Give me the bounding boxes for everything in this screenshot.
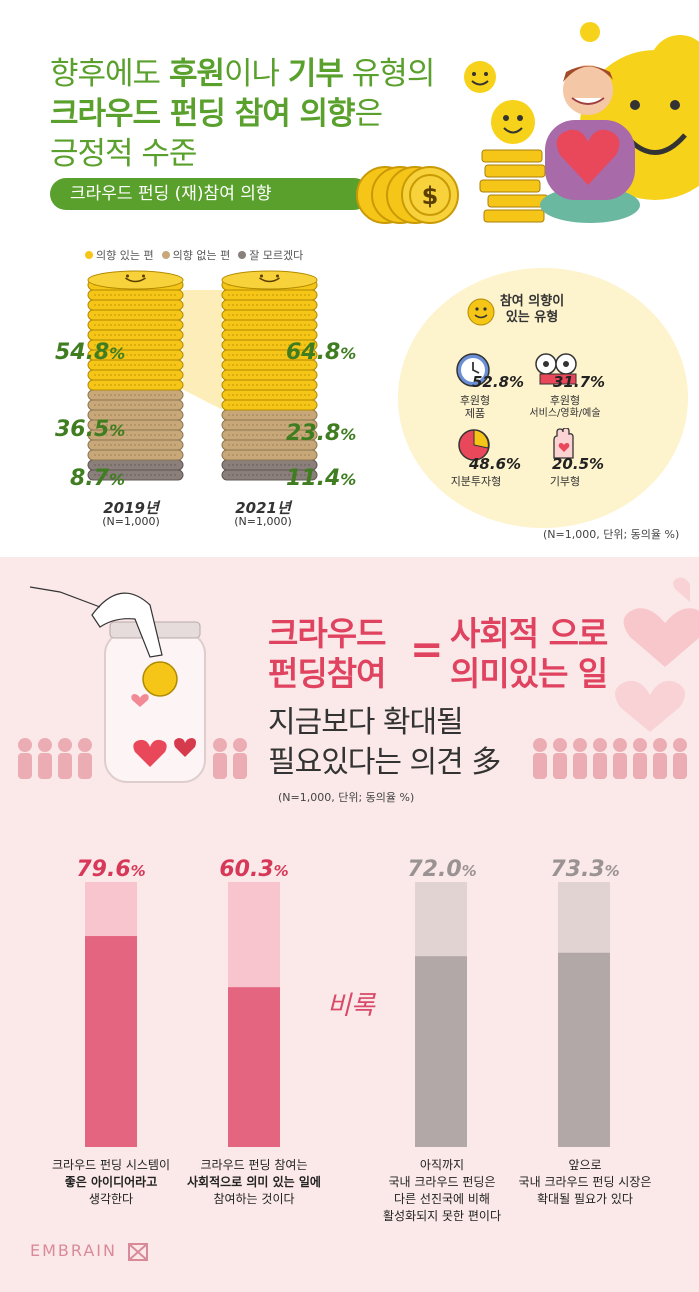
bar-caption-2: 크라우드 펀딩 참여는 사회적으로 의미 있는 일에 참여하는 것이다	[187, 1158, 321, 1206]
participation-type-circle	[398, 268, 688, 528]
pct-2019-no: 36.5%	[55, 417, 126, 442]
headline-pink-left-1: 크라우드	[268, 614, 386, 653]
stack-segment	[87, 279, 184, 391]
type-pct-donation: 20.5%	[552, 455, 605, 473]
stack-segment	[221, 409, 318, 461]
year-2019-n: (N=1,000)	[102, 515, 160, 528]
type-pct-equity: 48.6%	[469, 455, 522, 473]
top-section: 향후에도 후원이나 기부 유형의 크라우드 펀딩 참여 의향은 긍정적 수준 크…	[0, 0, 699, 557]
note-sample-size-bottom: (N=1,000, 단위; 동의율 %)	[278, 791, 415, 804]
headline-pink-right-2: 의미있는 일	[450, 654, 608, 693]
stack-segment	[87, 389, 184, 461]
bar-pct-4: 73.3%	[550, 857, 620, 882]
headline-pink-left-2: 펀딩참여	[268, 654, 386, 693]
type-label-product: 후원형 제품	[459, 394, 491, 420]
bottom-section: 크라우드 펀딩참여 = 사회적 으로 의미있는 일 지금보다 확대될 필요있다는…	[0, 557, 699, 1292]
coin-eye	[126, 274, 129, 278]
person-smiley-illustration	[464, 22, 699, 223]
title-line-2: 크라우드 펀딩 참여 의향은	[50, 96, 383, 132]
bar-caption-3: 아직까지 국내 크라우드 펀딩은 다른 선진국에 비해 활성화되지 못한 편이다	[382, 1158, 502, 1223]
contrast-note-biruk: 비록	[327, 991, 375, 1021]
bar-pct-2: 60.3%	[219, 857, 289, 882]
year-2021-label: 2021년	[235, 499, 291, 517]
connector-band	[183, 290, 222, 410]
type-pct-product: 52.8%	[472, 373, 525, 391]
section-pill-label: 크라우드 펀딩 (재)참여 의향	[50, 178, 370, 210]
bar	[85, 936, 137, 1147]
coin-smile	[259, 277, 280, 283]
bar-pct-3: 72.0%	[407, 857, 477, 882]
stack-segment	[221, 459, 318, 481]
coin-eye	[142, 274, 145, 278]
bar-group	[228, 882, 280, 1147]
legend-item: 잘 모르겠다	[238, 247, 303, 263]
headline-dark-2: 필요있다는 의견 多	[268, 745, 501, 780]
pct-2019-unsure: 8.7%	[70, 466, 126, 491]
smiley-icon	[467, 298, 495, 326]
bar-group	[558, 882, 610, 1147]
chart-legend: 의향 있는 편 의향 없는 편 잘 모르겠다	[85, 247, 303, 263]
coin-top-face	[87, 270, 184, 290]
year-2021-n: (N=1,000)	[234, 515, 292, 528]
coin-eye	[260, 274, 263, 278]
pct-2021-unsure: 11.4%	[286, 466, 357, 491]
legend-swatch	[85, 251, 93, 259]
agreement-bar-chart	[85, 882, 610, 1147]
coin-top-face	[221, 270, 318, 290]
type-pct-service: 31.7%	[553, 373, 606, 391]
stack-segment	[87, 459, 184, 481]
bar-pct-1: 79.6%	[76, 857, 146, 882]
legend-item: 의향 있는 편	[85, 247, 154, 263]
pct-2021-yes: 64.8%	[286, 340, 357, 365]
coin-stack	[221, 270, 318, 481]
logo-mark-icon	[128, 1242, 149, 1261]
coin-smile	[125, 277, 146, 283]
note-sample-size-top: (N=1,000, 단위; 동의율 %)	[543, 528, 680, 541]
year-2019-label: 2019년	[103, 499, 159, 517]
embrain-logo: EMBRAIN	[30, 1241, 149, 1261]
pct-2019-yes: 54.8%	[55, 340, 126, 365]
circle-title: 참여 의향이 있는 유형	[499, 294, 565, 325]
type-label-equity: 지분투자형	[450, 475, 502, 488]
bar-group	[415, 882, 467, 1147]
gold-coins-icon: $	[356, 166, 459, 224]
film-reel-icon	[535, 353, 577, 385]
legend-swatch	[238, 251, 247, 259]
coin-stack-chart	[87, 270, 318, 481]
equals-sign: =	[410, 627, 444, 673]
coin-stack	[87, 270, 184, 481]
title-line-1: 향후에도 후원이나 기부 유형의	[50, 56, 435, 92]
pie-chart-icon	[458, 429, 490, 461]
heart-hand-icon	[553, 428, 574, 459]
bar	[228, 987, 280, 1147]
background-decoration	[18, 577, 699, 783]
title-line-3: 긍정적 수준	[50, 136, 197, 172]
bar-caption-4: 앞으로 국내 크라우드 펀딩 시장은 확대될 필요가 있다	[518, 1158, 652, 1206]
type-label-service: 후원형 서비스/영화/예술	[529, 394, 601, 419]
bar-caption-1: 크라우드 펀딩 시스템이 좋은 아이디어라고 생각한다	[51, 1158, 171, 1206]
headline-dark-1: 지금보다 확대될	[268, 705, 464, 740]
type-label-donation: 기부형	[549, 475, 581, 488]
clock-icon	[456, 353, 490, 387]
bar-group	[85, 882, 137, 1147]
pct-2021-no: 23.8%	[286, 421, 357, 446]
legend-item: 의향 없는 편	[161, 247, 230, 263]
svg-text:$: $	[422, 182, 439, 210]
bar	[415, 956, 467, 1147]
headline-pink-right-1: 사회적 으로	[450, 614, 608, 653]
coin-eye	[276, 274, 279, 278]
legend-swatch	[161, 251, 170, 259]
bar	[558, 952, 610, 1147]
